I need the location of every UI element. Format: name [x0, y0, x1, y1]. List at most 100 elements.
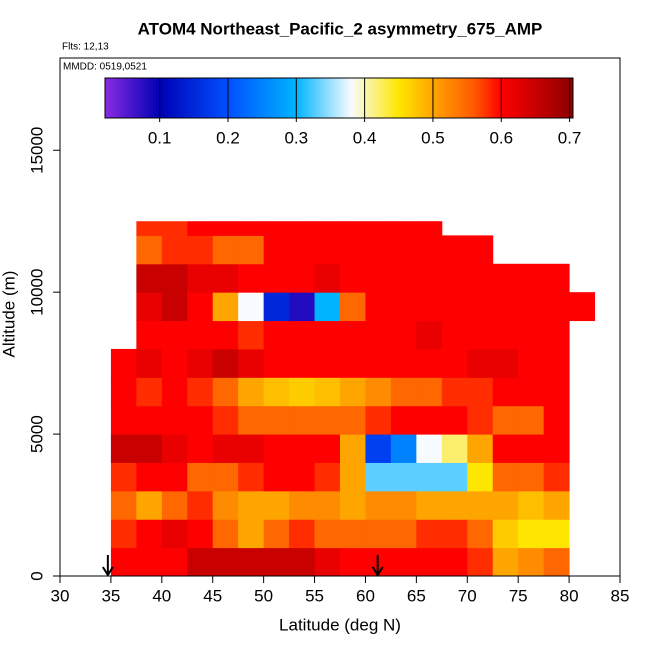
heat-cell [212, 221, 239, 236]
heat-cell [441, 490, 468, 520]
heat-cell [263, 405, 290, 435]
heat-cell [390, 434, 417, 463]
heat-cell [136, 405, 163, 435]
heat-cell [441, 292, 468, 322]
heat-cell [543, 348, 570, 378]
heat-cell [441, 547, 468, 577]
heat-cell [263, 519, 290, 549]
heat-cell [238, 235, 265, 265]
x-tick-label: 30 [51, 586, 70, 605]
heat-cell [492, 434, 519, 463]
heat-cell [212, 405, 239, 435]
heat-cell [441, 434, 468, 463]
heat-cell [238, 462, 265, 492]
heat-cell [136, 490, 163, 520]
heat-cell [314, 263, 341, 293]
x-tick-label: 80 [560, 586, 579, 605]
heat-cell [263, 547, 290, 577]
heat-cell [263, 462, 290, 492]
heat-cell [543, 490, 570, 520]
heat-cell [187, 377, 214, 407]
x-tick-label: 65 [407, 586, 426, 605]
heat-cell [416, 320, 443, 350]
heat-cell [492, 405, 519, 435]
heat-cell [543, 320, 570, 350]
heat-cell [263, 377, 290, 407]
heat-cell [263, 490, 290, 520]
heat-cell [289, 221, 316, 236]
heat-cell [416, 547, 443, 577]
heat-cell [314, 405, 341, 435]
arrow-marker [371, 555, 384, 577]
heat-cell [238, 490, 265, 520]
heat-cell [492, 547, 519, 577]
heat-cell [212, 320, 239, 350]
heat-cell [543, 462, 570, 492]
heat-cell [518, 348, 545, 378]
heat-cell [187, 320, 214, 350]
heat-cell [543, 263, 570, 293]
heat-cell [314, 547, 341, 577]
heat-cell [365, 263, 392, 293]
heat-cell [340, 235, 366, 265]
heat-cell [212, 462, 239, 492]
x-tick-label: 40 [152, 586, 171, 605]
colorbar-tick-label: 0.5 [421, 128, 445, 147]
heat-cell [238, 547, 265, 577]
heat-cell [314, 292, 341, 322]
heat-cell [340, 462, 366, 492]
heat-cell [314, 462, 341, 492]
heat-cell [238, 320, 265, 350]
heat-cell [110, 434, 137, 463]
heat-cell [365, 221, 392, 236]
heat-cell [187, 547, 214, 577]
heat-cell [492, 377, 519, 407]
heat-cell [136, 263, 163, 293]
heat-cell [569, 292, 596, 322]
x-tick-label: 75 [509, 586, 528, 605]
heat-cell [136, 348, 163, 378]
heat-cell [467, 434, 494, 463]
heat-cell [416, 348, 443, 378]
heat-cell [212, 348, 239, 378]
heat-cell [314, 348, 341, 378]
x-tick-label: 55 [305, 586, 324, 605]
heat-cell [136, 519, 163, 549]
heat-cell [263, 221, 290, 236]
x-axis-label: Latitude (deg N) [279, 615, 401, 634]
heat-cell [340, 292, 366, 322]
heat-cell [518, 434, 545, 463]
dates-label: MMDD: 0519,0521 [63, 62, 147, 73]
heat-cell [289, 263, 316, 293]
heat-cell [136, 235, 163, 265]
heat-cell [110, 462, 137, 492]
heat-cell [467, 462, 494, 492]
colorbar-tick-label: 0.1 [148, 128, 172, 147]
heat-cell [518, 547, 545, 577]
heat-cell [340, 405, 366, 435]
heat-cell [136, 547, 163, 577]
heat-cell [518, 490, 545, 520]
heat-cell [289, 405, 316, 435]
heat-cell [289, 490, 316, 520]
heat-cell [518, 519, 545, 549]
heat-cell [441, 263, 468, 293]
heat-cell [390, 462, 417, 492]
heat-cell [161, 377, 188, 407]
heat-cell [467, 292, 494, 322]
x-tick-label: 60 [356, 586, 375, 605]
heat-cell [340, 547, 366, 577]
heat-cell [187, 348, 214, 378]
heat-cell [187, 462, 214, 492]
heat-cell [416, 235, 443, 265]
heat-cell [161, 292, 188, 322]
heat-cell [340, 320, 366, 350]
heat-cell [416, 221, 443, 236]
heat-cell [518, 263, 545, 293]
heat-cell [492, 320, 519, 350]
colorbar-tick-label: 0.4 [353, 128, 377, 147]
heat-cell [161, 434, 188, 463]
heat-cell [365, 462, 392, 492]
heat-cell [314, 377, 341, 407]
heat-cell [492, 519, 519, 549]
